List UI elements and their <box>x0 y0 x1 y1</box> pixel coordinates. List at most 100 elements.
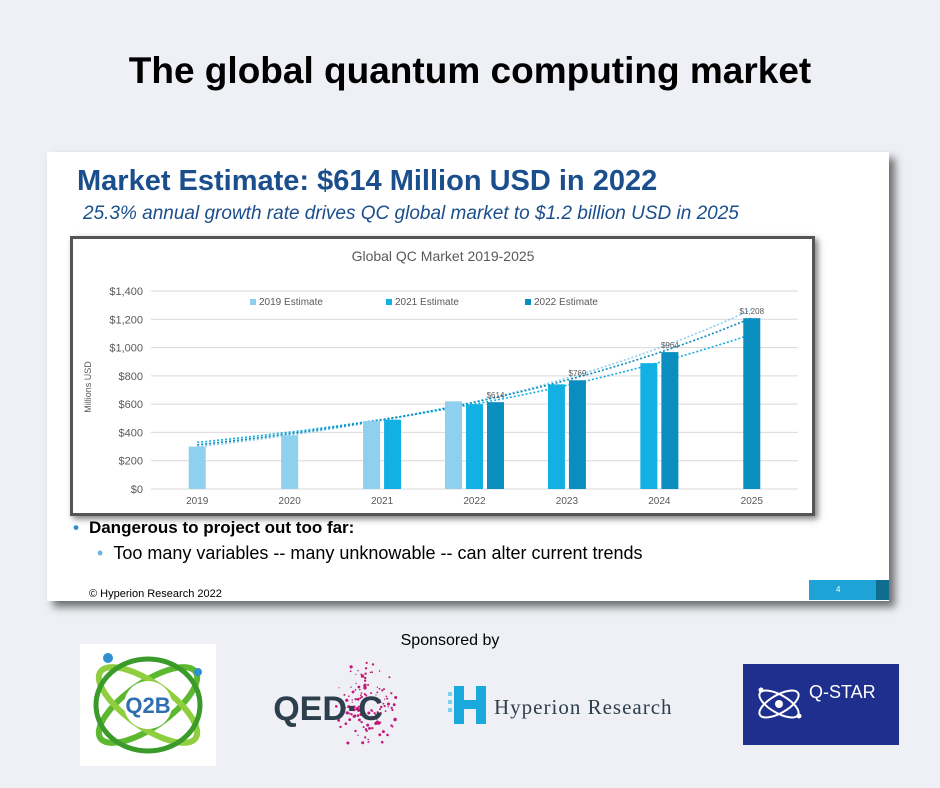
qedc-dot <box>388 676 391 679</box>
qedc-dot <box>380 740 384 744</box>
qstar-logo: Q-STAR <box>743 664 899 745</box>
bar-2019-estimate-2020 <box>281 435 299 489</box>
y-tick-label: $1,200 <box>109 314 143 326</box>
qedc-logo-graphic: QED·C <box>273 661 398 745</box>
page-title: The global quantum computing market <box>128 50 812 91</box>
qedc-dot <box>384 698 386 700</box>
qedc-dot <box>351 699 353 701</box>
bar-2022-estimate-2023 <box>568 380 586 489</box>
qedc-dot <box>353 690 355 693</box>
qedc-dot <box>345 698 349 702</box>
qedc-dot <box>364 672 367 675</box>
y-tick-label: $400 <box>119 427 143 439</box>
qedc-dot <box>370 715 373 718</box>
qedc-dot <box>368 727 370 730</box>
qedc-dot <box>381 730 385 734</box>
qedc-dot <box>343 693 346 696</box>
bar-2019-estimate-2019 <box>188 446 206 489</box>
qedc-dot <box>388 703 390 705</box>
bar-2022-estimate-2022 <box>487 402 504 489</box>
qedc-dot <box>386 697 389 700</box>
bullet-item: • Dangerous to project out too far: <box>73 518 873 538</box>
qedc-dot <box>351 701 353 704</box>
qedc-dot <box>345 711 349 715</box>
trendline-2021-estimate <box>197 333 753 444</box>
q2b-logo-text: Q2B <box>125 693 170 718</box>
qedc-dot <box>354 729 357 733</box>
data-label: $964 <box>661 341 679 350</box>
qedc-dot <box>376 691 379 694</box>
y-tick-label: $1,400 <box>109 286 143 298</box>
y-tick-label: $0 <box>131 484 143 496</box>
sponsored-by-label: Sponsored by <box>400 632 500 649</box>
qedc-dot <box>352 708 356 712</box>
qedc-dot <box>383 704 386 708</box>
hyperion-logo-text: Hyperion Research <box>494 695 673 719</box>
qedc-dot <box>378 670 381 672</box>
qedc-dot <box>378 716 380 719</box>
data-label: $614 <box>487 391 505 400</box>
qedc-dot <box>348 718 352 721</box>
sub-bullet-text: Too many variables -- many unknowable --… <box>113 543 643 563</box>
data-label: $1,208 <box>740 307 765 316</box>
qedc-dot <box>376 718 378 720</box>
bar-2019-estimate-2022 <box>445 401 462 489</box>
qedc-dot <box>364 736 367 739</box>
legend-label: 2019 Estimate <box>259 297 323 308</box>
qedc-dot <box>354 689 357 691</box>
qedc-dot <box>348 695 350 697</box>
qedc-dot <box>357 708 361 712</box>
legend-label: 2021 Estimate <box>395 297 459 308</box>
copyright: © Hyperion Research 2022 <box>89 588 222 600</box>
qedc-dot <box>375 694 377 696</box>
qedc-dot <box>379 711 382 715</box>
chart-frame: Global QC Market 2019-2025 Millions USD … <box>70 236 815 516</box>
qedc-dot <box>353 705 356 709</box>
x-tick-label: 2020 <box>279 496 302 507</box>
qedc-dot <box>378 687 381 690</box>
qedc-dot <box>364 667 368 670</box>
qedc-dot <box>364 728 368 731</box>
qedc-dot <box>339 725 342 729</box>
qedc-dot <box>376 686 379 688</box>
bullet-list: • Dangerous to project out too far: • Too … <box>73 518 873 564</box>
qedc-dot <box>380 705 383 709</box>
qedc-dot <box>356 697 360 701</box>
qedc-dot <box>359 694 362 696</box>
qc-market-chart: Global QC Market 2019-2025 Millions USD … <box>83 248 798 507</box>
qedc-dot <box>367 741 370 743</box>
qedc-dot <box>390 706 393 709</box>
qedc-dot <box>367 738 369 741</box>
slide-subheading: 25.3% annual growth rate drives QC globa… <box>83 203 739 224</box>
slide-heading: Market Estimate: $614 Million USD in 202… <box>77 165 658 197</box>
qedc-dot <box>355 682 357 685</box>
qedc-dot <box>355 673 357 675</box>
qedc-dot <box>367 711 371 715</box>
qedc-dot <box>378 699 381 702</box>
q2b-logo: Q2B <box>80 644 216 766</box>
x-tick-label: 2019 <box>186 496 209 507</box>
qedc-dot <box>354 698 357 701</box>
qedc-dot <box>376 711 379 714</box>
qedc-dot <box>385 695 388 698</box>
page-number-bar <box>809 580 876 600</box>
qedc-dot <box>352 714 356 718</box>
page-number-bar-end <box>876 580 889 600</box>
qedc-dot <box>348 712 351 715</box>
qedc-dot <box>371 663 375 666</box>
qedc-dot <box>391 708 394 712</box>
qedc-dot <box>337 718 341 722</box>
qedc-dot <box>378 733 382 737</box>
qedc-dot <box>350 686 352 688</box>
qedc-dot <box>371 698 374 700</box>
qedc-dot <box>362 726 365 729</box>
qedc-dot <box>366 723 370 727</box>
x-tick-label: 2024 <box>648 496 671 507</box>
legend-swatch <box>386 299 392 305</box>
qedc-dot <box>381 689 384 692</box>
qedc-dot <box>367 683 370 686</box>
qedc-dot <box>386 733 389 737</box>
legend-label: 2022 Estimate <box>534 297 598 308</box>
qedc-dot <box>350 713 353 716</box>
qedc-dot <box>379 708 381 711</box>
